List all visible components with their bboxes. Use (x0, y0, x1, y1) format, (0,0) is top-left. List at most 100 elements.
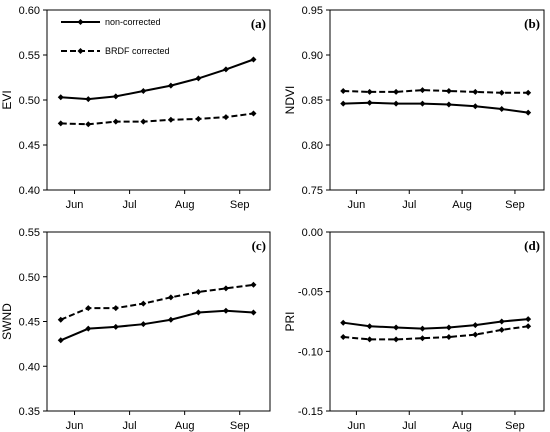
data-point (366, 336, 373, 343)
plot-frame (46, 9, 271, 191)
y-tick-label: 0.35 (19, 406, 40, 418)
data-point (340, 100, 347, 107)
data-point (419, 335, 426, 342)
x-tick-label: Sep (230, 420, 250, 432)
x-tick-label: Jul (402, 420, 416, 432)
data-point (445, 324, 452, 331)
data-point (112, 93, 119, 100)
data-point (167, 316, 174, 323)
y-axis-title: EVI (0, 90, 14, 109)
y-tick-label: -0.05 (298, 287, 323, 299)
y-tick-label: -0.10 (298, 346, 323, 358)
legend-marker (77, 19, 84, 25)
data-point (222, 114, 229, 121)
legend-label: non-corrected (105, 17, 161, 27)
data-point (167, 294, 174, 301)
data-point (498, 318, 505, 325)
data-point (525, 109, 532, 116)
data-point (250, 309, 257, 316)
x-tick-label: Sep (230, 199, 250, 211)
y-tick-label: 0.55 (19, 227, 40, 239)
data-point (472, 103, 479, 110)
data-point (250, 56, 257, 63)
data-point (140, 118, 147, 125)
data-point (419, 87, 426, 94)
data-point (195, 75, 202, 82)
panel-label: (c) (252, 238, 266, 253)
y-tick-label: 0.55 (19, 50, 40, 62)
series-line-dashed (60, 283, 254, 321)
y-tick-label: 0.95 (302, 5, 323, 17)
series-line-dashed (343, 89, 529, 94)
chart-panel-1: 0.40 0.45 0.50 0.55 0.60 Jun Jul Aug Sep EVI (a) no… (0, 5, 271, 211)
data-point (340, 319, 347, 326)
data-point (222, 307, 229, 314)
data-point (167, 116, 174, 123)
data-point (140, 88, 147, 94)
data-point (57, 94, 64, 101)
chart-panel-3: 0.35 0.40 0.45 0.50 0.55 Jun Jul Aug Sep SWND (c) (0, 227, 271, 432)
y-tick-label: 0.40 (19, 185, 40, 197)
data-point (366, 88, 373, 95)
x-tick-label: Jun (66, 420, 84, 432)
data-point (195, 309, 202, 316)
data-point (393, 336, 400, 343)
data-point (85, 325, 92, 332)
data-point (140, 300, 147, 307)
data-point (222, 285, 229, 292)
data-point (419, 325, 426, 332)
data-point (445, 101, 452, 108)
data-point (195, 115, 202, 122)
data-point (112, 118, 119, 125)
panel-label: (d) (524, 238, 540, 253)
data-point (85, 305, 92, 312)
data-point (525, 89, 532, 96)
x-tick-label: Jun (348, 199, 366, 211)
data-point (250, 281, 257, 288)
data-point (393, 324, 400, 331)
data-point (393, 88, 400, 95)
data-point (195, 288, 202, 295)
data-point (57, 337, 64, 344)
data-point (340, 334, 347, 341)
y-tick-label: 0.00 (302, 227, 323, 239)
data-point (445, 88, 452, 94)
panel-label: (a) (251, 16, 266, 31)
data-point (525, 323, 532, 330)
data-point (525, 316, 532, 323)
y-tick-label: 0.80 (302, 140, 323, 152)
data-point (366, 99, 373, 106)
data-point (222, 66, 229, 73)
y-tick-label: 0.50 (19, 95, 40, 107)
data-point (250, 110, 257, 117)
data-point (57, 316, 64, 323)
data-point (472, 88, 479, 95)
y-tick-label: 0.50 (19, 272, 40, 284)
legend-label: BRDF corrected (105, 46, 170, 56)
panel-label: (b) (524, 16, 540, 31)
x-tick-label: Jun (348, 420, 366, 432)
data-point (498, 326, 505, 333)
series-line-solid (343, 101, 529, 114)
y-tick-label: 0.45 (19, 317, 40, 329)
x-tick-label: Jun (66, 199, 84, 211)
x-tick-label: Sep (505, 199, 525, 211)
plot-frame (329, 9, 545, 191)
data-point (419, 100, 426, 107)
series-line-solid (60, 309, 254, 342)
data-point (340, 88, 347, 94)
series-line-solid (343, 318, 529, 330)
data-point (498, 106, 505, 112)
x-tick-label: Jul (402, 199, 416, 211)
y-tick-label: -0.15 (298, 406, 323, 418)
x-tick-label: Jul (123, 420, 137, 432)
y-axis-title: SWND (0, 303, 14, 340)
y-tick-label: 0.45 (19, 140, 40, 152)
y-tick-label: 0.90 (302, 50, 323, 62)
data-point (112, 305, 119, 312)
data-point (140, 321, 147, 328)
data-point (498, 89, 505, 96)
data-point (85, 121, 92, 128)
data-point (85, 96, 92, 103)
